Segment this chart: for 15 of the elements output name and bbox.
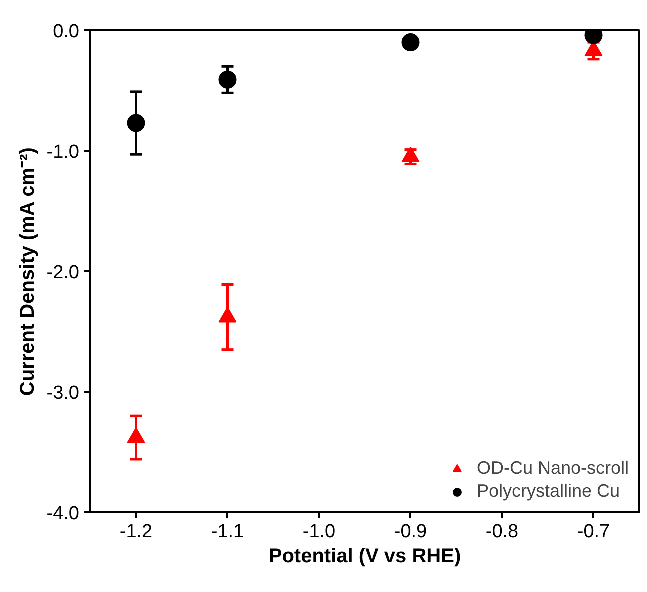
legend-label: OD-Cu Nano-scroll [476, 458, 629, 479]
x-tick-label: -0.9 [394, 522, 428, 542]
x-tick-label: -1.0 [302, 522, 336, 542]
y-tick-label: -2.0 [46, 262, 80, 284]
x-axis-title: Potential (V vs RHE) [268, 546, 462, 568]
legend-label: Polycrystalline Cu [476, 481, 620, 502]
y-tick-label: -3.0 [46, 383, 80, 404]
x-tick-label: -0.8 [486, 522, 519, 542]
y-axis-title: Current Density (mA cm⁻²) [16, 148, 39, 396]
x-tick-label: -0.7 [577, 522, 610, 542]
x-tick-label: -1.1 [211, 522, 244, 542]
x-tick-label: -1.2 [120, 522, 153, 542]
y-tick-label: 0.0 [53, 22, 80, 42]
y-tick-label: -1.0 [46, 142, 80, 163]
y-tick-label: -4.0 [46, 504, 80, 524]
